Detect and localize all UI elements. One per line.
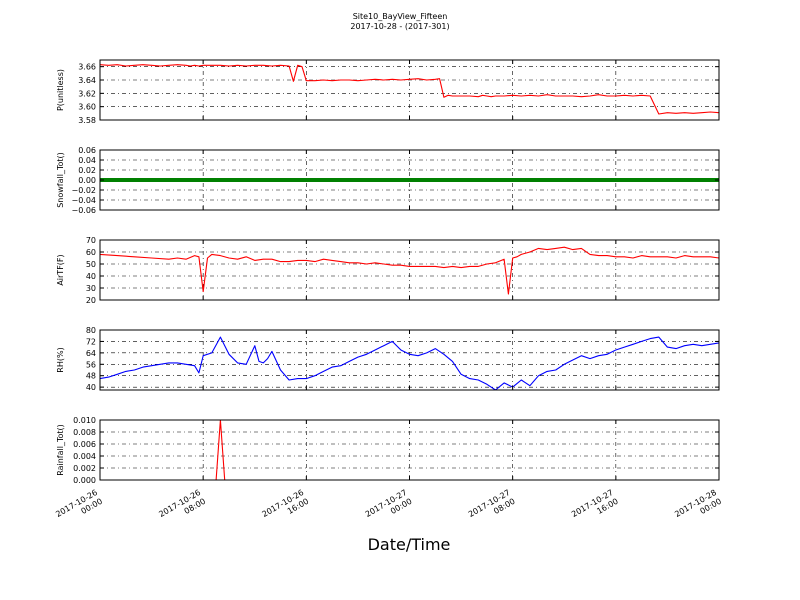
y-tick-label: 64 bbox=[86, 349, 96, 358]
y-tick-label: 48 bbox=[86, 372, 96, 381]
y-axis-label: P(unitless) bbox=[56, 69, 65, 111]
series-line bbox=[100, 64, 719, 115]
y-axis-label: Snowfall_Tot() bbox=[56, 152, 65, 208]
y-axis-label: AirTF(F) bbox=[56, 254, 65, 285]
series-line bbox=[100, 336, 719, 390]
y-tick-label: 50 bbox=[86, 260, 96, 269]
y-tick-label: 0.004 bbox=[73, 452, 96, 461]
x-axis-label: Date/Time bbox=[368, 535, 451, 554]
y-tick-label: 3.60 bbox=[78, 103, 96, 112]
y-tick-label: −0.02 bbox=[71, 186, 96, 195]
y-tick-label: 0.010 bbox=[73, 416, 96, 425]
y-tick-label: 0.008 bbox=[73, 428, 96, 437]
y-tick-label: 80 bbox=[86, 326, 96, 335]
shared-x-axis: 2017-10-2600:00 2017-10-2608:00 2017-10-26… bbox=[54, 488, 723, 528]
y-tick-label: 30 bbox=[86, 284, 96, 293]
series-line bbox=[100, 246, 719, 295]
subplot-4: 40 48 56 64 72 80 RH(%) bbox=[56, 326, 720, 392]
y-tick-label: 40 bbox=[86, 383, 96, 392]
y-axis-label: Rainfall_Tot() bbox=[56, 424, 65, 476]
x-tick-label: 2017-10-2800:00 bbox=[673, 488, 723, 528]
y-tick-label: 60 bbox=[86, 248, 96, 257]
y-tick-label: 0.02 bbox=[78, 166, 96, 175]
x-tick-label: 2017-10-2708:00 bbox=[467, 488, 517, 528]
x-tick-label: 2017-10-2716:00 bbox=[570, 488, 620, 528]
y-tick-label: 0.002 bbox=[73, 464, 96, 473]
y-tick-label: 40 bbox=[86, 272, 96, 281]
y-axis-label: RH(%) bbox=[56, 347, 65, 372]
x-tick-label: 2017-10-2600:00 bbox=[54, 488, 104, 528]
y-tick-label: 0.06 bbox=[78, 146, 96, 155]
subplot-5: 0.000 0.002 0.004 0.006 0.008 0.010 Rainfall_T… bbox=[56, 416, 720, 485]
subplot-3: 20 30 40 50 60 70 AirTF(F) bbox=[56, 236, 720, 305]
figure-subtitle: 2017-10-28 - (2017-301) bbox=[350, 22, 449, 31]
subplot-1: 3.58 3.60 3.62 3.64 3.66 P(unitless) bbox=[56, 59, 720, 125]
y-tick-label: 3.66 bbox=[78, 63, 96, 72]
y-tick-label: −0.06 bbox=[71, 206, 96, 215]
y-tick-label: 3.64 bbox=[78, 76, 96, 85]
y-tick-label: 0.00 bbox=[78, 176, 96, 185]
x-tick-label: 2017-10-2608:00 bbox=[157, 488, 207, 528]
y-tick-label: 0.006 bbox=[73, 440, 96, 449]
subplot-panels: 3.583.603.623.643.66P(unitless)−0.06−0.0… bbox=[56, 59, 720, 485]
y-tick-label: 72 bbox=[86, 337, 96, 346]
y-tick-label: 0.000 bbox=[73, 476, 96, 485]
y-tick-label: 56 bbox=[86, 360, 96, 369]
y-tick-label: 70 bbox=[86, 236, 96, 245]
y-tick-label: 0.04 bbox=[78, 156, 96, 165]
y-tick-label: 3.62 bbox=[78, 89, 96, 98]
subplot-2: −0.06−0.04−0.020.000.020.040.06 Snowfall_… bbox=[56, 146, 720, 215]
y-tick-label: 3.58 bbox=[78, 116, 96, 125]
figure-title: Site10_BayView_Fifteen bbox=[353, 12, 448, 21]
y-tick-label: −0.04 bbox=[71, 196, 96, 205]
x-tick-label: 2017-10-2700:00 bbox=[364, 488, 414, 528]
y-tick-label: 20 bbox=[86, 296, 96, 305]
x-tick-label: 2017-10-2616:00 bbox=[261, 488, 311, 528]
